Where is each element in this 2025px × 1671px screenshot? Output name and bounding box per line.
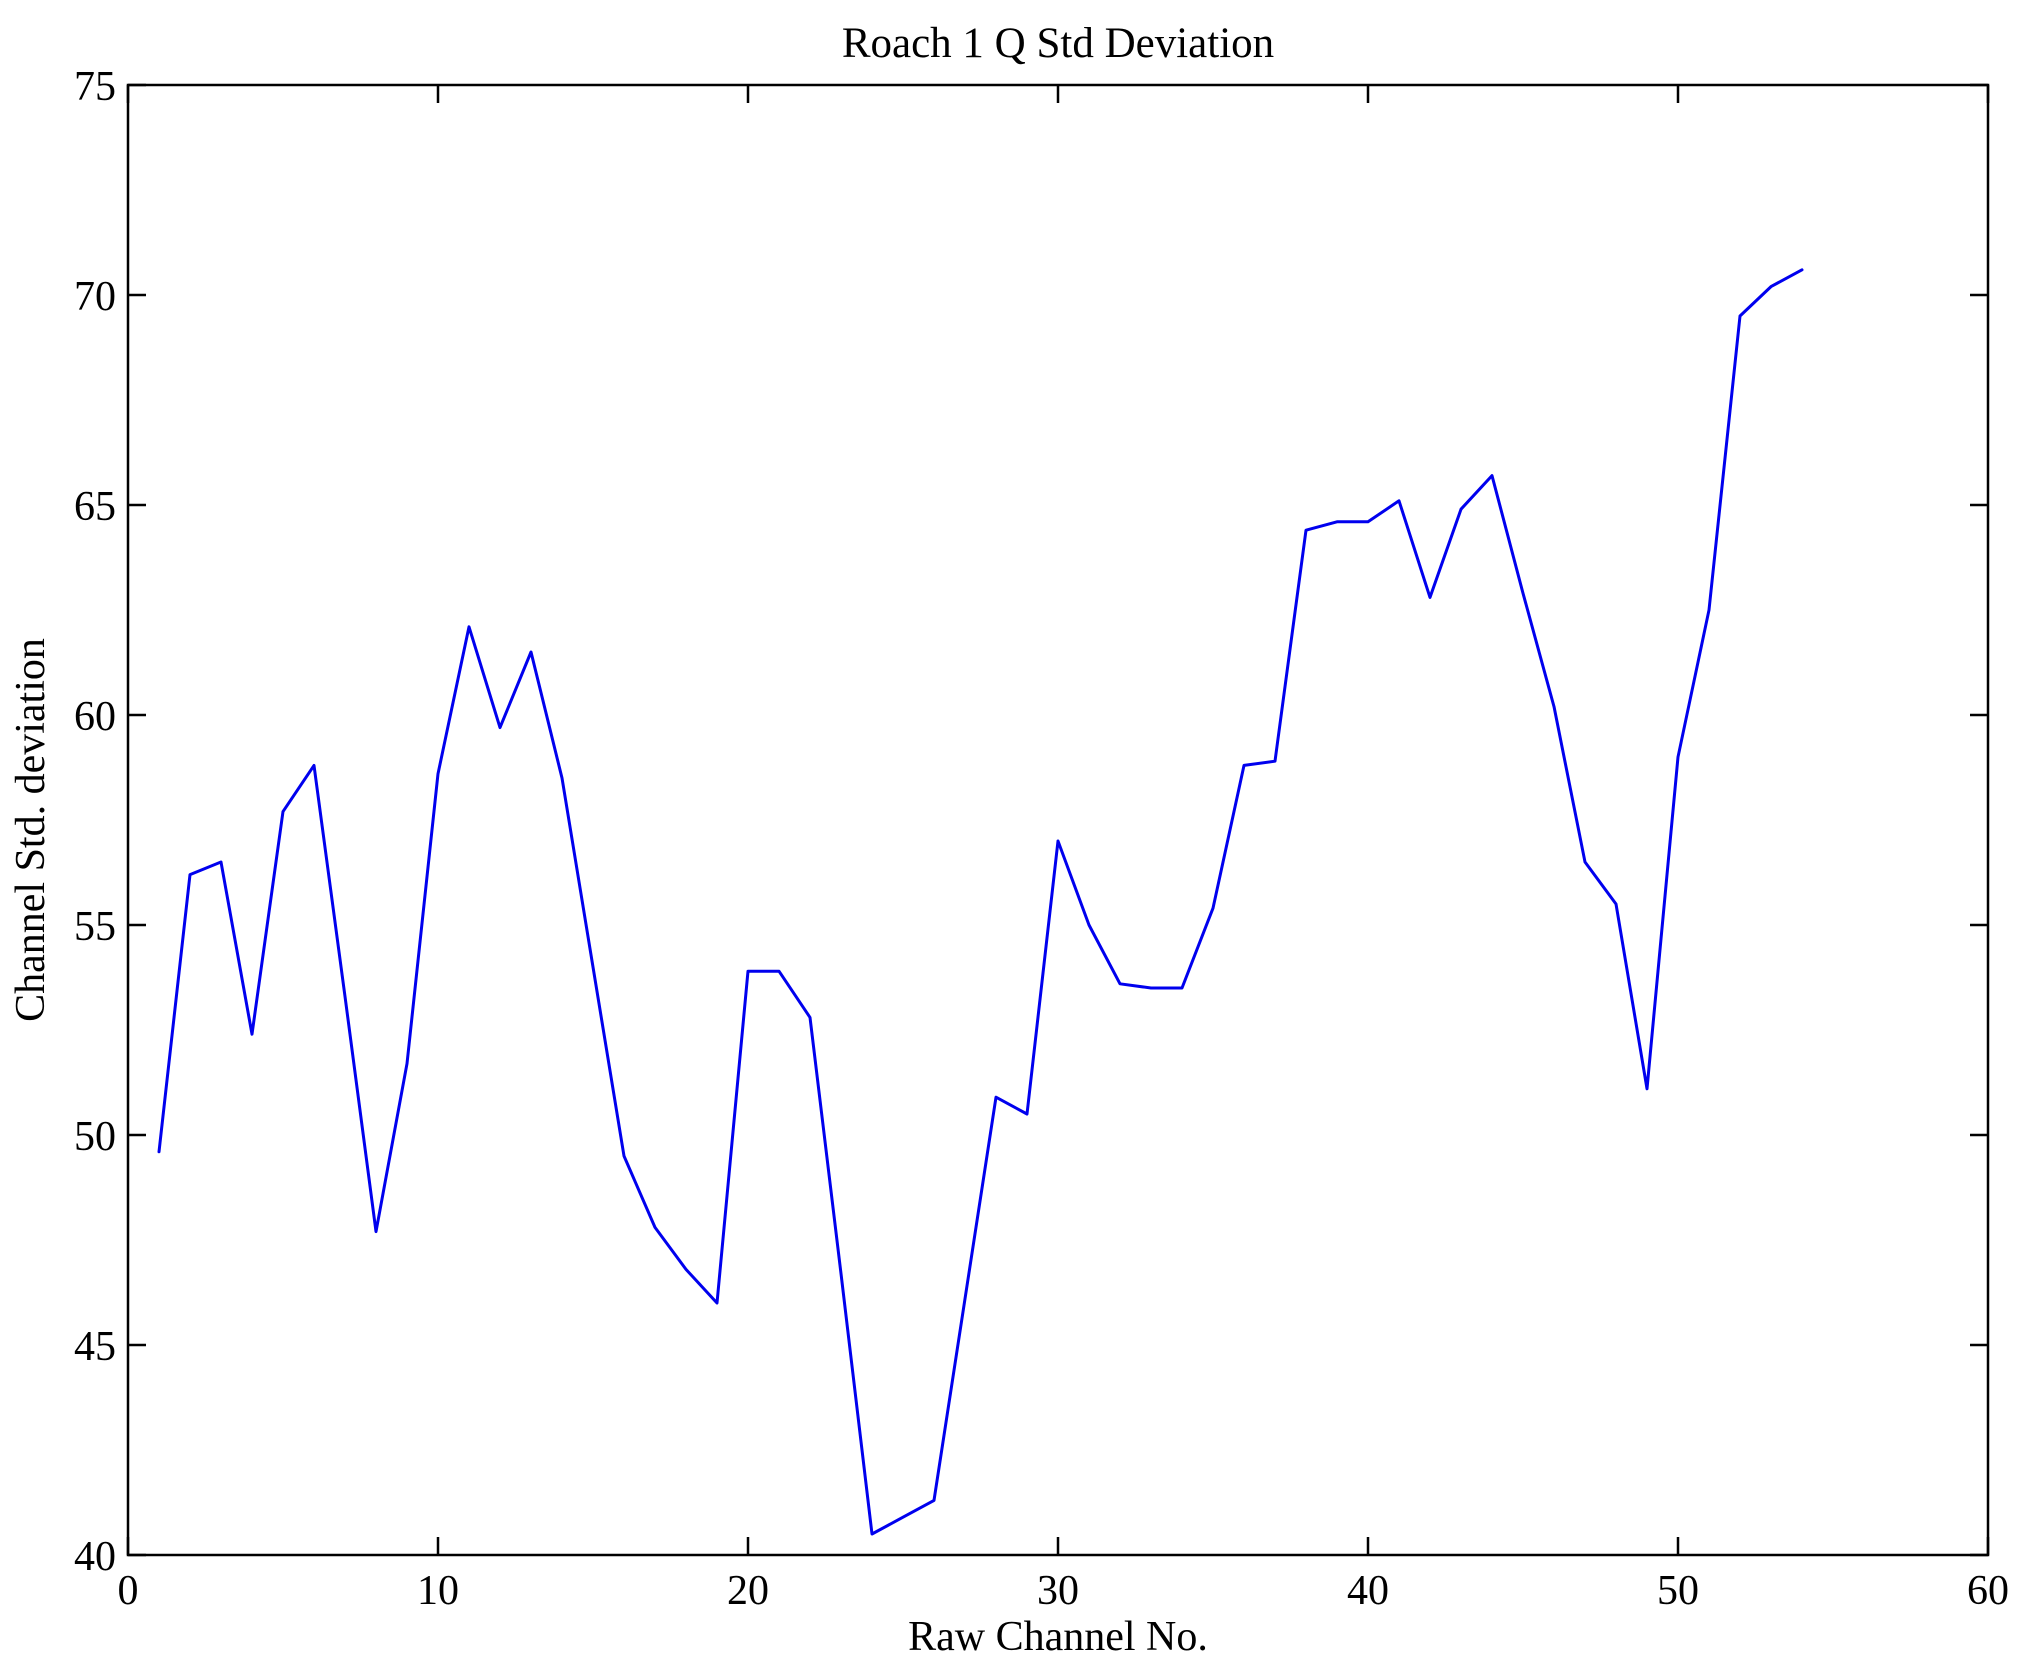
plot-box (126, 83, 1990, 1557)
y-tick-label: 45 (74, 1324, 116, 1370)
y-tick-label: 75 (74, 64, 116, 110)
x-tick-label: 30 (1037, 1568, 1079, 1614)
y-tick-label: 60 (74, 694, 116, 740)
data-line (157, 268, 1804, 1536)
x-tick-label: 40 (1347, 1568, 1389, 1614)
x-tick-label: 10 (417, 1568, 459, 1614)
y-tick-label: 50 (74, 1114, 116, 1160)
x-tick-label: 20 (727, 1568, 769, 1614)
y-tick-label: 40 (74, 1534, 116, 1580)
y-tick-label: 70 (74, 274, 116, 320)
x-tick-label: 60 (1967, 1568, 2009, 1614)
y-axis-label: Channel Std. deviation (8, 638, 54, 1022)
chart-title: Roach 1 Q Std Deviation (842, 20, 1274, 67)
x-tick-label: 0 (118, 1568, 139, 1614)
x-axis-label: Raw Channel No. (908, 1614, 1208, 1660)
y-tick-label: 65 (74, 484, 116, 530)
y-tick-label: 55 (74, 904, 116, 950)
x-tick-label: 50 (1657, 1568, 1699, 1614)
